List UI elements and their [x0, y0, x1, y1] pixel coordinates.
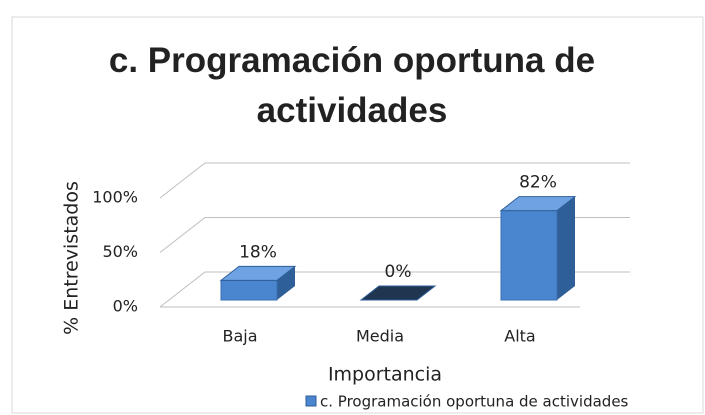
x-tick-label: Baja — [222, 327, 257, 346]
bar-top — [219, 265, 297, 281]
bar — [500, 210, 558, 301]
data-label: 0% — [385, 262, 412, 282]
y-tick-label: 100% — [92, 188, 138, 207]
legend-swatch — [305, 395, 317, 407]
y-tick-label: 50% — [102, 242, 138, 261]
y-axis-label: % Entrevistados — [61, 181, 83, 335]
chart-title: c. Programación oportuna de actividades — [108, 41, 596, 130]
x-tick-label: Alta — [504, 327, 535, 346]
grid-line — [159, 162, 630, 199]
bar — [220, 279, 278, 301]
y-tick-label: 0% — [113, 297, 138, 316]
data-label: 18% — [239, 242, 277, 262]
bar-side — [277, 266, 295, 300]
grid-line — [159, 217, 630, 253]
legend-label: c. Programación oportuna de actividades — [320, 393, 629, 411]
x-tick-label: Media — [356, 327, 404, 346]
bar-top — [359, 285, 437, 301]
chart-border — [11, 16, 704, 414]
bar-side — [557, 196, 575, 300]
bar-top — [499, 196, 577, 212]
x-axis-label: Importancia — [328, 364, 442, 386]
grid-line — [159, 271, 630, 308]
data-label: 82% — [519, 173, 557, 193]
